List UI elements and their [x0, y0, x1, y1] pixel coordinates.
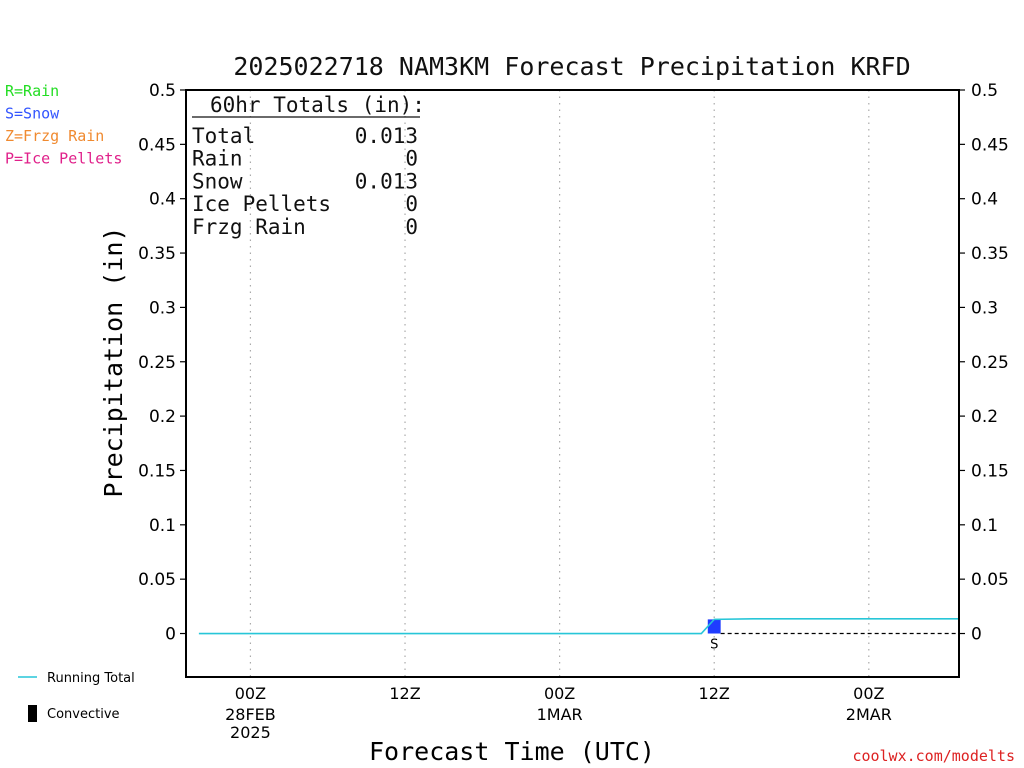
- x-tick-label: 00Z: [853, 684, 884, 703]
- totals-box: 60hr Totals (in): Total 0.013 Rain 0 Snow 0.01…: [192, 93, 425, 239]
- y-axis-label: Precipitation (in): [99, 227, 128, 498]
- x-axis-label: Forecast Time (UTC): [369, 737, 655, 766]
- y-tick-label-left: 0.5: [149, 81, 176, 101]
- totals-value: 0: [405, 147, 418, 171]
- totals-label: Rain: [192, 147, 243, 171]
- y-tick-label-right: 0.25: [971, 353, 1009, 373]
- x-tick-label: 12Z: [699, 684, 730, 703]
- convective-legend-swatch: [28, 705, 37, 722]
- y-tick-label-right: 0.05: [971, 570, 1009, 590]
- y-tick-label-right: 0.3: [971, 298, 998, 318]
- precip-type-legend: R=Rain S=Snow Z=Frzg Rain P=Ice Pellets: [5, 82, 122, 168]
- chart-title: 2025022718 NAM3KM Forecast Precipitation…: [233, 52, 910, 81]
- y-tick-label-left: 0.35: [138, 244, 176, 264]
- line-legend-label: Running Total: [47, 671, 135, 686]
- totals-label: Ice Pellets: [192, 192, 331, 216]
- y-tick-label-left: 0.45: [138, 135, 176, 155]
- y-tick-label-left: 0.15: [138, 461, 176, 481]
- totals-value: 0: [405, 215, 418, 239]
- totals-label: Total: [192, 124, 255, 148]
- y-axis-ticks: 0 00.05 0.050.1 0.10.15 0.150.2 0.20.25 0.250.…: [138, 81, 1009, 645]
- precip-bar: [707, 619, 721, 634]
- y-tick-label-right: 0.15: [971, 461, 1009, 481]
- precip-type-legend-item: R=Rain: [5, 82, 59, 100]
- totals-value: 0.013: [355, 124, 418, 148]
- y-tick-label-right: 0: [971, 625, 982, 645]
- totals-value: 0.013: [355, 169, 418, 193]
- precip-type-letter: S: [710, 638, 718, 653]
- y-tick-label-right: 0.35: [971, 244, 1009, 264]
- running-total-line: [198, 618, 959, 635]
- line-legend-label: Convective: [47, 707, 120, 722]
- y-tick-label-right: 0.5: [971, 81, 998, 101]
- x-tick-label: 12Z: [389, 684, 420, 703]
- precip-type-legend-item: Z=Frzg Rain: [5, 127, 104, 145]
- grid-lines: [249, 90, 870, 677]
- x-tick-label: 00Z: [544, 684, 575, 703]
- y-tick-label-left: 0.1: [149, 516, 176, 536]
- y-tick-label-left: 0.05: [138, 570, 176, 590]
- totals-value: 0: [405, 192, 418, 216]
- x-tick-label: 1MAR: [537, 705, 583, 724]
- line-legend: Running Total Convective: [18, 671, 135, 722]
- y-tick-label-left: 0.2: [149, 407, 176, 427]
- y-tick-label-right: 0.45: [971, 135, 1009, 155]
- y-tick-label-right: 0.1: [971, 516, 998, 536]
- totals-label: Snow: [192, 169, 243, 193]
- precip-type-legend-item: S=Snow: [5, 105, 60, 123]
- precip-type-legend-item: P=Ice Pellets: [5, 150, 122, 168]
- y-tick-label-left: 0.4: [149, 190, 176, 210]
- y-tick-label-left: 0.3: [149, 298, 176, 318]
- running-total-group: [198, 618, 959, 635]
- totals-header: 60hr Totals (in):: [210, 93, 425, 117]
- x-tick-label: 00Z: [235, 684, 266, 703]
- y-tick-label-right: 0.4: [971, 190, 998, 210]
- x-tick-label: 2025: [230, 723, 271, 742]
- y-tick-label-left: 0: [165, 625, 176, 645]
- x-tick-label: 2MAR: [846, 705, 892, 724]
- credit-link[interactable]: coolwx.com/modelts: [852, 747, 1015, 765]
- x-tick-label: 28FEB: [225, 705, 276, 724]
- y-tick-label-left: 0.25: [138, 353, 176, 373]
- plot-frame: [185, 89, 960, 678]
- totals-label: Frzg Rain: [192, 215, 306, 239]
- y-tick-label-right: 0.2: [971, 407, 998, 427]
